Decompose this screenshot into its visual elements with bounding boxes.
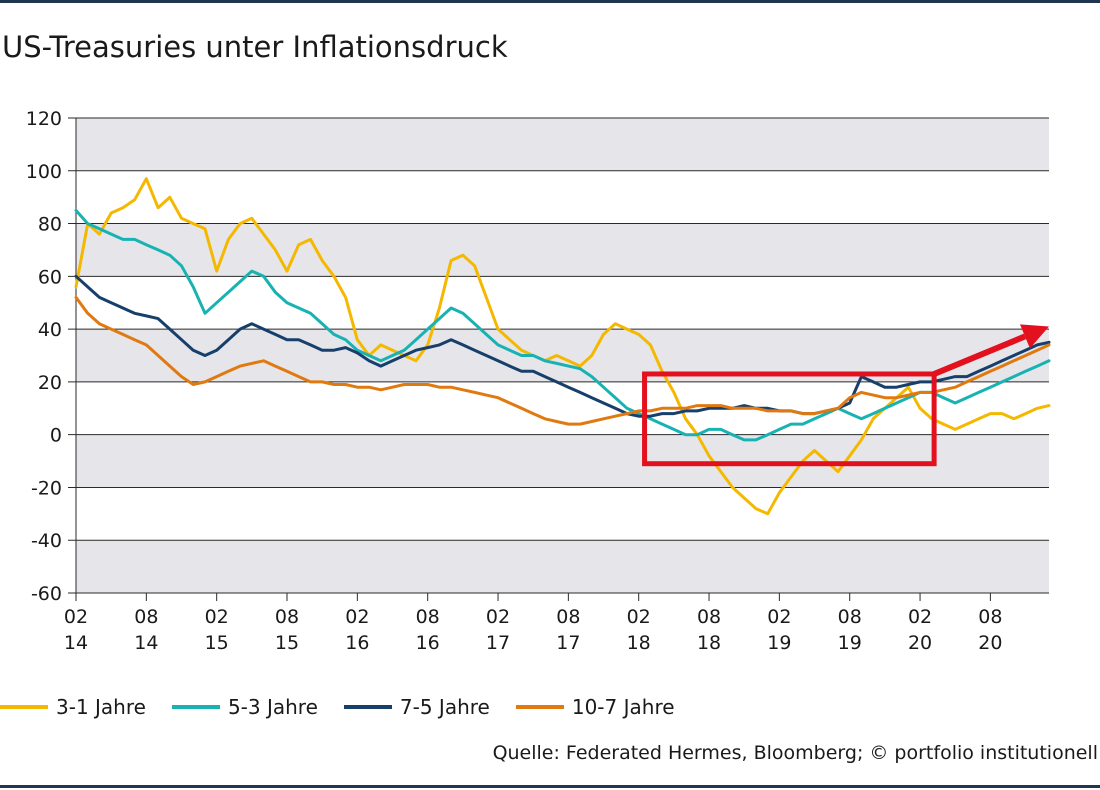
x-tick-label-bottom: 17 — [486, 632, 510, 654]
legend-swatch — [0, 705, 48, 709]
x-tick-label-bottom: 17 — [556, 632, 580, 654]
x-tick-label-top: 02 — [345, 606, 369, 628]
legend-swatch — [343, 705, 392, 709]
series-line-5-3-Jahre — [74, 208, 1051, 442]
x-axis-ticks: 02 14 08 14 02 15 08 15 02 16 08 16 02 17 08 17 02 18 08 18… — [64, 593, 1002, 654]
chart-title: US-Treasuries unter Inflationsdruck — [2, 30, 508, 64]
y-tick-label: 120 — [26, 108, 62, 130]
x-tick-label-top: 08 — [978, 606, 1002, 628]
top-rule — [0, 0, 1100, 3]
y-tick-label: 0 — [50, 425, 62, 447]
band — [76, 434, 1049, 488]
x-tick-label-bottom: 14 — [64, 632, 88, 654]
y-tick-label: -60 — [31, 583, 62, 605]
x-tick-label-top: 08 — [697, 606, 721, 628]
y-tick-label: 20 — [38, 372, 62, 394]
x-tick-label-top: 02 — [205, 606, 229, 628]
legend: 3-1 Jahre 5-3 Jahre 7-5 Jahre 10-7 Jahre — [0, 694, 701, 720]
x-tick-label-top: 02 — [908, 606, 932, 628]
legend-label: 10-7 Jahre — [571, 695, 675, 719]
series-line-7-5-Jahre — [74, 274, 1051, 418]
legend-item: 7-5 Jahre — [343, 695, 490, 719]
x-tick-label-top: 02 — [64, 606, 88, 628]
line-chart: 120 100 80 60 40 20 0 -20 -40 -60 02 14 08 14 02 15 08 1… — [26, 108, 1051, 654]
x-tick-label-top: 08 — [556, 606, 580, 628]
x-tick-label-top: 02 — [767, 606, 791, 628]
x-tick-label-bottom: 15 — [205, 632, 229, 654]
y-axis-ticks: 120 100 80 60 40 20 0 -20 -40 -60 — [26, 108, 62, 605]
x-tick-label-top: 08 — [275, 606, 299, 628]
x-tick-label-bottom: 18 — [697, 632, 721, 654]
band — [76, 170, 1049, 224]
x-tick-label-bottom: 16 — [345, 632, 369, 654]
legend-swatch — [171, 705, 220, 709]
x-tick-label-bottom: 18 — [627, 632, 651, 654]
legend-label: 7-5 Jahre — [399, 695, 490, 719]
y-tick-label: 60 — [38, 266, 62, 288]
gridlines — [68, 117, 1049, 594]
band — [76, 223, 1049, 277]
x-tick-label-bottom: 20 — [978, 632, 1002, 654]
source-note: Quelle: Federated Hermes, Bloomberg; © p… — [492, 742, 1098, 764]
bottom-rule — [0, 785, 1100, 788]
highlight-box — [642, 371, 937, 467]
band — [76, 381, 1049, 435]
band — [76, 540, 1049, 593]
x-tick-label-bottom: 14 — [134, 632, 158, 654]
y-tick-label: -20 — [31, 477, 62, 499]
y-tick-label: 100 — [26, 161, 62, 183]
band — [76, 118, 1049, 171]
y-tick-label: 40 — [38, 319, 62, 341]
legend-item: 10-7 Jahre — [515, 695, 675, 719]
x-tick-label-bottom: 20 — [908, 632, 932, 654]
x-tick-label-top: 08 — [838, 606, 862, 628]
x-tick-label-top: 02 — [627, 606, 651, 628]
x-tick-label-bottom: 15 — [275, 632, 299, 654]
x-tick-label-bottom: 16 — [416, 632, 440, 654]
legend-item: 3-1 Jahre — [0, 695, 146, 719]
x-tick-label-top: 08 — [416, 606, 440, 628]
trend-arrow-shaft — [932, 333, 1027, 377]
band — [76, 276, 1049, 330]
y-tick-label: -40 — [31, 530, 62, 552]
legend-label: 5-3 Jahre — [227, 695, 318, 719]
series-line-10-7-Jahre — [74, 295, 1051, 426]
trend-arrow-head — [1020, 324, 1049, 349]
band — [76, 487, 1049, 541]
annotations — [642, 324, 1049, 467]
y-tick-label: 80 — [38, 214, 62, 236]
legend-item: 5-3 Jahre — [171, 695, 318, 719]
background-bands — [76, 118, 1049, 593]
x-tick-label-bottom: 19 — [767, 632, 791, 654]
x-tick-label-top: 08 — [134, 606, 158, 628]
x-tick-label-top: 02 — [486, 606, 510, 628]
legend-swatch — [515, 705, 564, 709]
series-lines — [74, 177, 1051, 516]
legend-label: 3-1 Jahre — [56, 695, 146, 719]
x-tick-label-bottom: 19 — [838, 632, 862, 654]
